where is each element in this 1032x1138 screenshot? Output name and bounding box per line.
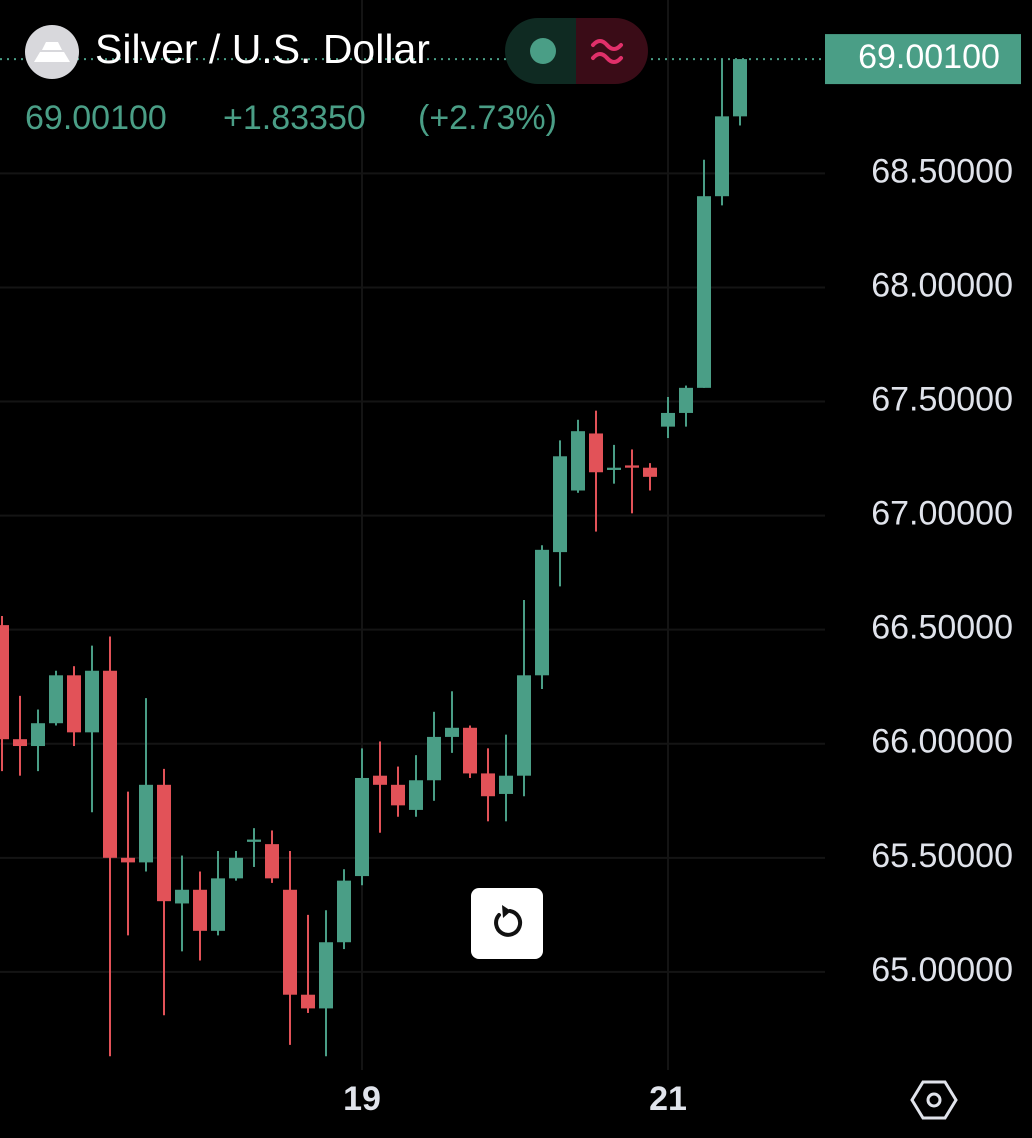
- candle-body: [337, 880, 351, 943]
- candle-body: [175, 889, 189, 904]
- y-tick-label: 67.00000: [871, 495, 1013, 533]
- settings-icon-center: [926, 1092, 942, 1108]
- y-tick-label: 65.50000: [871, 837, 1013, 875]
- price-axis: 65.00000 65.50000 66.00000 66.50000 67.00000…: [343, 152, 1013, 1118]
- candle-body: [733, 59, 747, 117]
- candle-body: [139, 784, 153, 863]
- candle-body: [13, 739, 27, 747]
- candle-body: [85, 670, 99, 733]
- reset-icon: [494, 909, 523, 937]
- y-tick-label: 65.00000: [871, 951, 1013, 989]
- y-tick-label: 66.00000: [871, 723, 1013, 761]
- candle-body: [625, 465, 639, 468]
- candle-body: [427, 736, 441, 781]
- candle-body: [481, 773, 495, 797]
- candle-body: [265, 844, 279, 879]
- candle-body: [535, 549, 549, 676]
- approx-icon: [591, 39, 623, 64]
- candles: [0, 59, 747, 1057]
- reset-button-bg[interactable]: [471, 888, 543, 959]
- toggle-right[interactable]: [576, 18, 648, 84]
- candle-body: [0, 625, 9, 740]
- candle-body: [445, 727, 459, 737]
- reset-button[interactable]: [471, 888, 543, 959]
- candle-body: [517, 675, 531, 776]
- candle-body: [373, 775, 387, 785]
- candle-body: [571, 431, 585, 491]
- x-tick-label: 19: [343, 1080, 381, 1118]
- chart-title: Silver / U.S. Dollar: [95, 26, 430, 72]
- candle-body: [31, 723, 45, 747]
- candle-body: [67, 675, 81, 733]
- candle-body: [463, 727, 477, 774]
- symbol-icon-bars: [34, 42, 70, 62]
- candle-body: [283, 889, 297, 995]
- grid: [0, 0, 825, 1070]
- y-tick-label: 66.50000: [871, 609, 1013, 647]
- candle-body: [697, 196, 711, 388]
- candle-body: [679, 387, 693, 413]
- settings-button[interactable]: [910, 1080, 958, 1120]
- candle-body: [211, 878, 225, 931]
- reset-icon-arrow: [502, 905, 511, 918]
- candle-body: [355, 777, 369, 877]
- candle-body: [193, 889, 207, 931]
- y-tick-label: 67.50000: [871, 381, 1013, 419]
- candle-body: [121, 857, 135, 863]
- candle-body: [103, 670, 117, 858]
- last-price-label: 69.00100: [858, 38, 1000, 76]
- candle-body: [499, 775, 513, 794]
- candle-body: [157, 784, 171, 902]
- candle-body: [643, 467, 657, 477]
- toggle[interactable]: [505, 18, 648, 84]
- candle-body: [247, 839, 261, 842]
- candle-body: [229, 857, 243, 879]
- candle-body: [661, 412, 675, 427]
- y-tick-label: 68.00000: [871, 266, 1013, 304]
- candle-body: [589, 433, 603, 473]
- candle-body: [301, 994, 315, 1009]
- candle-body: [553, 456, 567, 553]
- candle-body: [391, 784, 405, 806]
- status-dot: [530, 38, 556, 64]
- last-price-box: [825, 34, 1021, 85]
- change-percent: (+2.73%): [418, 99, 557, 137]
- candle-body: [715, 116, 729, 197]
- candle-body: [319, 942, 333, 1009]
- y-tick-label: 68.50000: [871, 152, 1013, 190]
- candle-body: [607, 467, 621, 470]
- change: +1.83350: [223, 99, 366, 137]
- candle-body: [409, 780, 423, 810]
- candle-body: [49, 675, 63, 724]
- x-tick-label: 21: [649, 1080, 687, 1118]
- price: 69.00100: [25, 99, 167, 137]
